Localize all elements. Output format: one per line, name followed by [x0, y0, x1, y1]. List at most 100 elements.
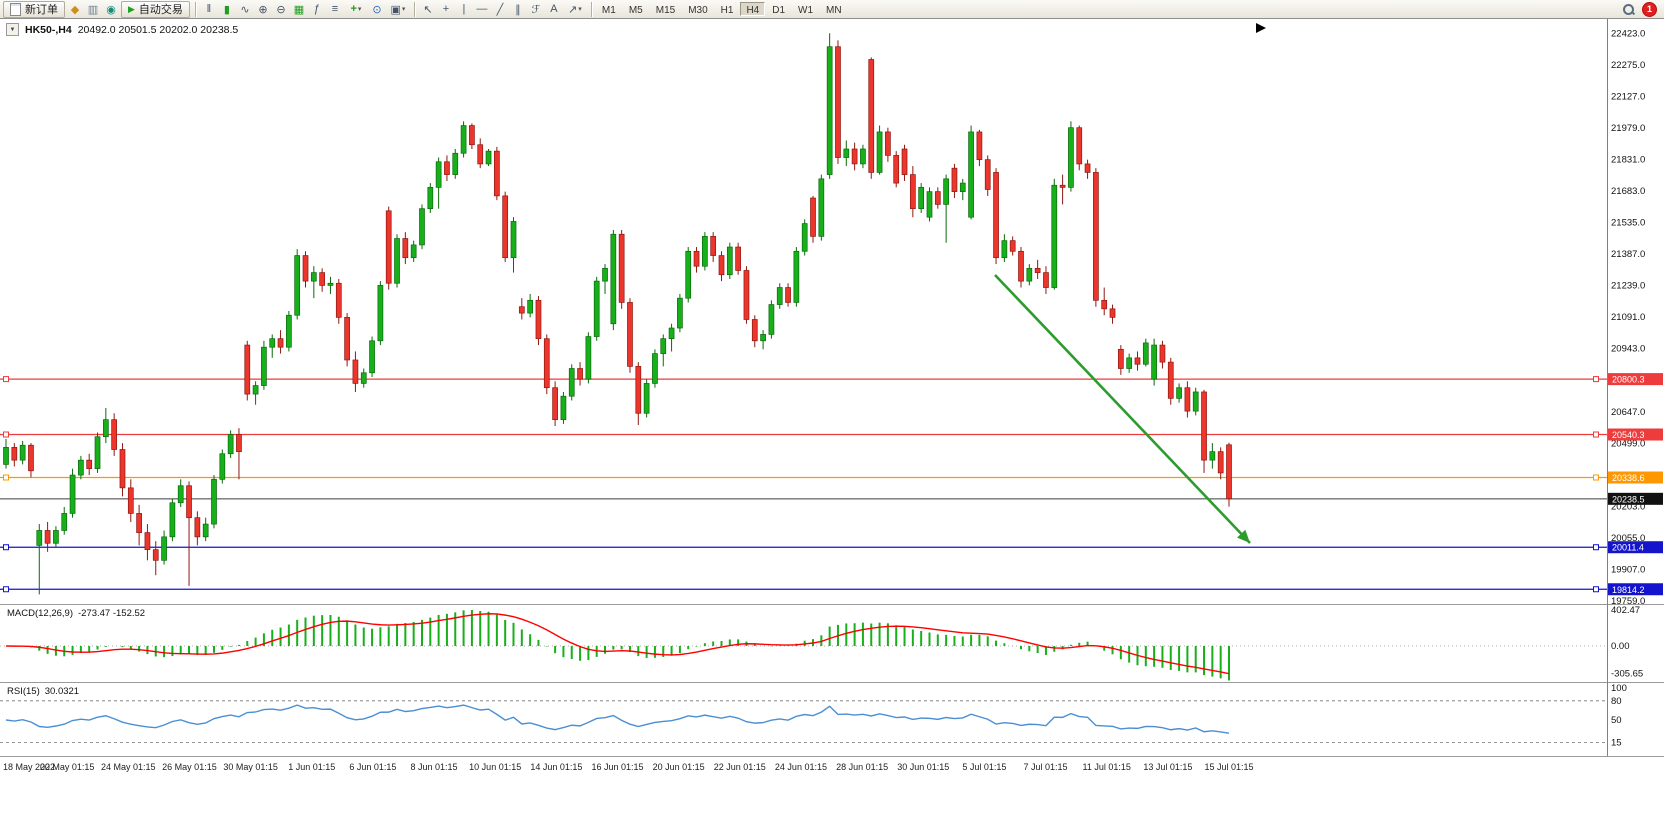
svg-text:21831.0: 21831.0	[1611, 154, 1645, 165]
quick-trade-toggle[interactable]: ▼	[6, 23, 19, 36]
support-line-orange-price-badge: 20338.6	[1608, 471, 1663, 484]
timeframe-d1[interactable]: D1	[766, 2, 791, 16]
refresh-icon[interactable]: ◉	[106, 3, 116, 16]
svg-text:-305.65: -305.65	[1611, 668, 1643, 679]
svg-text:80: 80	[1611, 696, 1622, 707]
svg-text:28 Jun 01:15: 28 Jun 01:15	[836, 762, 888, 772]
vertical-line-icon[interactable]: |	[462, 3, 466, 15]
current-price-badge: 20238.5	[1608, 492, 1663, 505]
support-line-blue-1-price-badge: 20011.4	[1608, 541, 1663, 554]
support-line-blue-2-price-badge: 19814.2	[1608, 583, 1663, 596]
rsi-line	[5, 704, 1230, 734]
new-order-icon	[10, 2, 21, 16]
timeframe-w1[interactable]: W1	[792, 2, 819, 16]
support-line-blue-1-handle[interactable]	[3, 544, 9, 551]
new-order-button[interactable]: 新订单	[3, 0, 65, 18]
toolbar-separator	[413, 1, 415, 17]
svg-text:30 Jun 01:15: 30 Jun 01:15	[897, 762, 949, 772]
zoom-in-icon[interactable]: ⊕	[258, 3, 268, 16]
chart-area[interactable]: 22423.0 22275.0 22127.0 21979.0 21831.0 21683…	[0, 19, 1664, 831]
horizontal-lines[interactable]	[0, 376, 1607, 593]
svg-text:0.00: 0.00	[1611, 641, 1630, 652]
line-chart-icon[interactable]: ∿	[240, 3, 250, 16]
tile-windows-icon[interactable]: ▦	[293, 3, 305, 16]
svg-text:20 May 01:15: 20 May 01:15	[40, 762, 95, 772]
timeframe-m5[interactable]: M5	[623, 2, 649, 16]
fibonacci-icon[interactable]: ℱ	[531, 3, 541, 16]
new-chart-icon[interactable]: + ▾	[350, 3, 362, 15]
svg-text:24 May 01:15: 24 May 01:15	[101, 762, 156, 772]
svg-text:20203.0: 20203.0	[1611, 501, 1645, 512]
svg-text:20238.5: 20238.5	[1612, 494, 1645, 504]
indicators-icon[interactable]: ƒ	[313, 3, 320, 15]
bar-chart-icon[interactable]: ‖	[206, 3, 212, 15]
svg-text:13 Jul 01:15: 13 Jul 01:15	[1143, 762, 1192, 772]
timeframe-h1[interactable]: H1	[715, 2, 740, 16]
text-tool-icon[interactable]: A	[550, 3, 558, 15]
svg-text:20499.0: 20499.0	[1611, 438, 1645, 449]
timeframe-h4[interactable]: H4	[740, 2, 766, 16]
dropdown-icon: ▾	[578, 6, 582, 13]
search-icon[interactable]	[1622, 3, 1635, 16]
svg-text:22127.0: 22127.0	[1611, 91, 1645, 102]
channel-icon[interactable]: ∥	[515, 3, 521, 16]
svg-text:22423.0: 22423.0	[1611, 28, 1645, 39]
zoom-out-icon[interactable]: ⊖	[276, 3, 286, 16]
candlestick-chart[interactable]: 22423.0 22275.0 22127.0 21979.0 21831.0 21683…	[0, 19, 1664, 831]
timeframe-toolbar: M1 M5 M15 M30 H1 H4 D1 W1 MN	[596, 2, 848, 16]
timeframe-m15[interactable]: M15	[650, 2, 681, 16]
svg-text:15 Jul 01:15: 15 Jul 01:15	[1204, 762, 1253, 772]
resistance-line-1-price-badge: 20800.3	[1608, 373, 1663, 386]
period-clock-icon[interactable]: ⊙	[372, 3, 382, 16]
svg-text:16 Jun 01:15: 16 Jun 01:15	[591, 762, 643, 772]
timeframe-m1[interactable]: M1	[596, 2, 622, 16]
trend-arrow[interactable]	[994, 274, 1251, 544]
resistance-line-1-handle[interactable]	[3, 376, 9, 383]
timeframe-m30[interactable]: M30	[682, 2, 713, 16]
svg-text:10 Jun 01:15: 10 Jun 01:15	[469, 762, 521, 772]
svg-text:50: 50	[1611, 715, 1622, 726]
timeframe-mn[interactable]: MN	[820, 2, 848, 16]
resistance-line-2-handle[interactable]	[3, 431, 9, 438]
autotrading-button[interactable]: ▶ 自动交易	[121, 0, 190, 18]
horizontal-line-icon[interactable]: —	[476, 3, 488, 15]
svg-text:14 Jun 01:15: 14 Jun 01:15	[530, 762, 582, 772]
new-order-label: 新订单	[25, 4, 58, 16]
resistance-line-2-handle[interactable]	[1593, 431, 1599, 438]
support-line-orange-handle[interactable]	[1593, 474, 1599, 481]
resistance-line-2-price-badge: 20540.3	[1608, 428, 1663, 441]
svg-text:20338.6: 20338.6	[1612, 473, 1645, 483]
resistance-line-1-handle[interactable]	[1593, 376, 1599, 383]
svg-text:30 May 01:15: 30 May 01:15	[223, 762, 278, 772]
cursor-icon[interactable]: ↖	[423, 3, 433, 16]
toolbar-separator	[590, 1, 592, 17]
svg-text:19814.2: 19814.2	[1612, 585, 1645, 595]
candlestick-chart-icon[interactable]: ▮	[223, 3, 230, 16]
price-axis[interactable]: 22423.0 22275.0 22127.0 21979.0 21831.0 21683…	[1611, 28, 1645, 607]
chart-shift-marker[interactable]	[1256, 23, 1266, 33]
charts-menu-icon[interactable]: ◆	[70, 3, 80, 16]
support-line-orange-handle[interactable]	[3, 474, 9, 481]
autotrading-label: 自动交易	[138, 4, 183, 16]
arrows-tool-icon[interactable]: ↗ ▾	[568, 3, 582, 16]
crosshair-icon[interactable]: +	[442, 3, 450, 15]
svg-text:24 Jun 01:15: 24 Jun 01:15	[775, 762, 827, 772]
support-line-blue-2-handle[interactable]	[1593, 586, 1599, 593]
svg-text:7 Jul 01:15: 7 Jul 01:15	[1024, 762, 1068, 772]
screenshot-icon[interactable]: ▣ ▾	[390, 3, 406, 16]
svg-text:21979.0: 21979.0	[1611, 123, 1645, 134]
profiles-icon[interactable]: ▥	[87, 3, 99, 16]
svg-text:5 Jul 01:15: 5 Jul 01:15	[962, 762, 1006, 772]
svg-text:20647.0: 20647.0	[1611, 407, 1645, 418]
svg-text:20943.0: 20943.0	[1611, 344, 1645, 355]
dropdown-icon: ▾	[401, 6, 406, 13]
support-line-blue-2-handle[interactable]	[3, 586, 9, 593]
rsi-pane: 100 80 50 15	[0, 683, 1627, 748]
toolbar-separator	[194, 1, 196, 17]
svg-text:402.47: 402.47	[1611, 605, 1640, 616]
notification-badge[interactable]: 1	[1643, 2, 1656, 16]
indicator-list-icon[interactable]: ≡	[331, 3, 339, 15]
support-line-blue-1-handle[interactable]	[1593, 544, 1599, 551]
trendline-icon[interactable]: ╱	[496, 3, 504, 16]
